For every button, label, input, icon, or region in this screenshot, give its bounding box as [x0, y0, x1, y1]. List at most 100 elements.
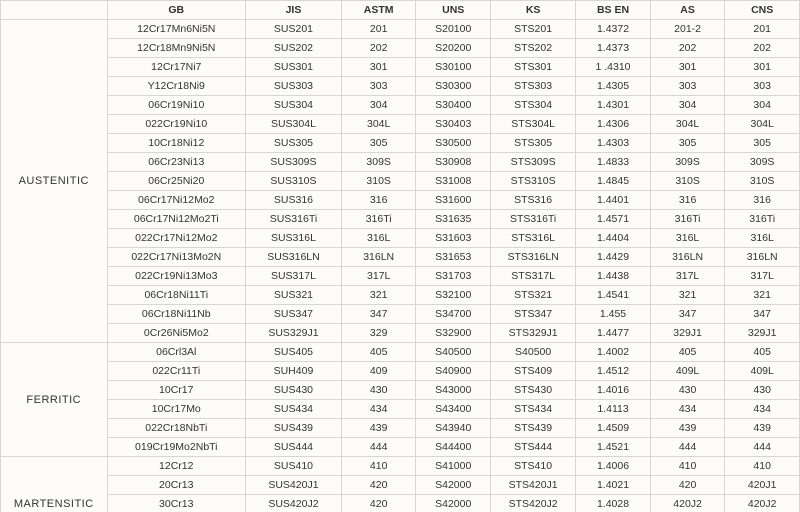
cell: 430 [341, 381, 416, 400]
table-row: 022Cr18NbTiSUS439439S43940STS4391.450943… [1, 419, 800, 438]
cell: 06Cr17Ni12Mo2Ti [107, 210, 245, 229]
cell: S40900 [416, 362, 491, 381]
cell: SUS316 [246, 191, 342, 210]
col-jis: JIS [246, 1, 342, 20]
table-row: 06Cr18Ni11TiSUS321321S32100STS3211.45413… [1, 286, 800, 305]
cell: S30100 [416, 58, 491, 77]
cell: 410 [650, 457, 725, 476]
cell: SUS434 [246, 400, 342, 419]
table-row: 12Cr17Ni7SUS301301S30100STS3011 .4310301… [1, 58, 800, 77]
col-gb: GB [107, 1, 245, 20]
cell: 309S [725, 153, 800, 172]
cell: SUS202 [246, 39, 342, 58]
cell: 201 [341, 20, 416, 39]
cell: S42000 [416, 476, 491, 495]
cell: 0Cr26Ni5Mo2 [107, 324, 245, 343]
cell: 316 [725, 191, 800, 210]
cell: STS316L [491, 229, 576, 248]
cell: 1.4303 [576, 134, 651, 153]
cell: 1.4306 [576, 115, 651, 134]
table-row: 06Cr19Ni10SUS304304S30400STS3041.4301304… [1, 96, 800, 115]
cell: SUS430 [246, 381, 342, 400]
cell: 1.4372 [576, 20, 651, 39]
col-ks: KS [491, 1, 576, 20]
table-row: 022Cr17Ni12Mo2SUS316L316LS31603STS316L1.… [1, 229, 800, 248]
cell: 1.4305 [576, 77, 651, 96]
cell: 310S [341, 172, 416, 191]
cell: 317L [650, 267, 725, 286]
cell: S20100 [416, 20, 491, 39]
category-cell: MARTENSITIC [1, 457, 108, 512]
cell: S44400 [416, 438, 491, 457]
cell: 1.4477 [576, 324, 651, 343]
col-as: AS [650, 1, 725, 20]
col-uns: UNS [416, 1, 491, 20]
cell: 1.4006 [576, 457, 651, 476]
cell: 317L [341, 267, 416, 286]
cell: SUS301 [246, 58, 342, 77]
table-row: 022Cr17Ni13Mo2NSUS316LN316LNS31653STS316… [1, 248, 800, 267]
cell: STS420J2 [491, 495, 576, 512]
cell: 444 [725, 438, 800, 457]
table-row: FERRITIC06Crl3AlSUS405405S40500S405001.4… [1, 343, 800, 362]
table-row: 06Cr25Ni20SUS310S310SS31008STS310S1.4845… [1, 172, 800, 191]
cell: 1.4002 [576, 343, 651, 362]
cell: STS304 [491, 96, 576, 115]
table-row: 10Cr18Ni12SUS305305S30500STS3051.4303305… [1, 134, 800, 153]
cell: 439 [650, 419, 725, 438]
col-category [1, 1, 108, 20]
cell: 316L [725, 229, 800, 248]
cell: 430 [725, 381, 800, 400]
table-row: 019Cr19Mo2NbTiSUS444444S44400STS4441.452… [1, 438, 800, 457]
cell: 329J1 [650, 324, 725, 343]
cell: 317L [725, 267, 800, 286]
cell: 1.4429 [576, 248, 651, 267]
cell: 304L [341, 115, 416, 134]
cell: 06Cr17Ni12Mo2 [107, 191, 245, 210]
cell: SUH409 [246, 362, 342, 381]
cell: 06Cr19Ni10 [107, 96, 245, 115]
col-astm: ASTM [341, 1, 416, 20]
table-row: 10Cr17SUS430430S43000STS4301.4016430430 [1, 381, 800, 400]
cell: 10Cr17Mo [107, 400, 245, 419]
cell: 06Cr23Ni13 [107, 153, 245, 172]
cell: SUS304L [246, 115, 342, 134]
cell: S20200 [416, 39, 491, 58]
cell: 06Crl3Al [107, 343, 245, 362]
cell: 201 [725, 20, 800, 39]
cell: 20Cr13 [107, 476, 245, 495]
cell: STS316 [491, 191, 576, 210]
cell: S42000 [416, 495, 491, 512]
cell: 301 [341, 58, 416, 77]
cell: STS202 [491, 39, 576, 58]
cell: 303 [650, 77, 725, 96]
cell: 316LN [341, 248, 416, 267]
cell: 1.4438 [576, 267, 651, 286]
cell: 1.4016 [576, 381, 651, 400]
cell: S30403 [416, 115, 491, 134]
cell: 316L [341, 229, 416, 248]
cell: 202 [650, 39, 725, 58]
cell: 1.4113 [576, 400, 651, 419]
cell: 310S [725, 172, 800, 191]
cell: 1.4541 [576, 286, 651, 305]
cell: 1.4401 [576, 191, 651, 210]
cell: 304 [650, 96, 725, 115]
cell: 1.455 [576, 305, 651, 324]
cell: 022Cr17Ni12Mo2 [107, 229, 245, 248]
cell: S40500 [416, 343, 491, 362]
cell: 305 [341, 134, 416, 153]
cell: STS305 [491, 134, 576, 153]
cell: 022Cr19Ni10 [107, 115, 245, 134]
cell: S30500 [416, 134, 491, 153]
cell: SUS305 [246, 134, 342, 153]
cell: S43940 [416, 419, 491, 438]
cell: SUS316Ti [246, 210, 342, 229]
cell: S31603 [416, 229, 491, 248]
cell: 30Cr13 [107, 495, 245, 512]
steel-grade-table: GB JIS ASTM UNS KS BS EN AS CNS AUSTENIT… [0, 0, 800, 512]
cell: 405 [341, 343, 416, 362]
cell: SUS317L [246, 267, 342, 286]
cell: 439 [725, 419, 800, 438]
cell: 202 [725, 39, 800, 58]
